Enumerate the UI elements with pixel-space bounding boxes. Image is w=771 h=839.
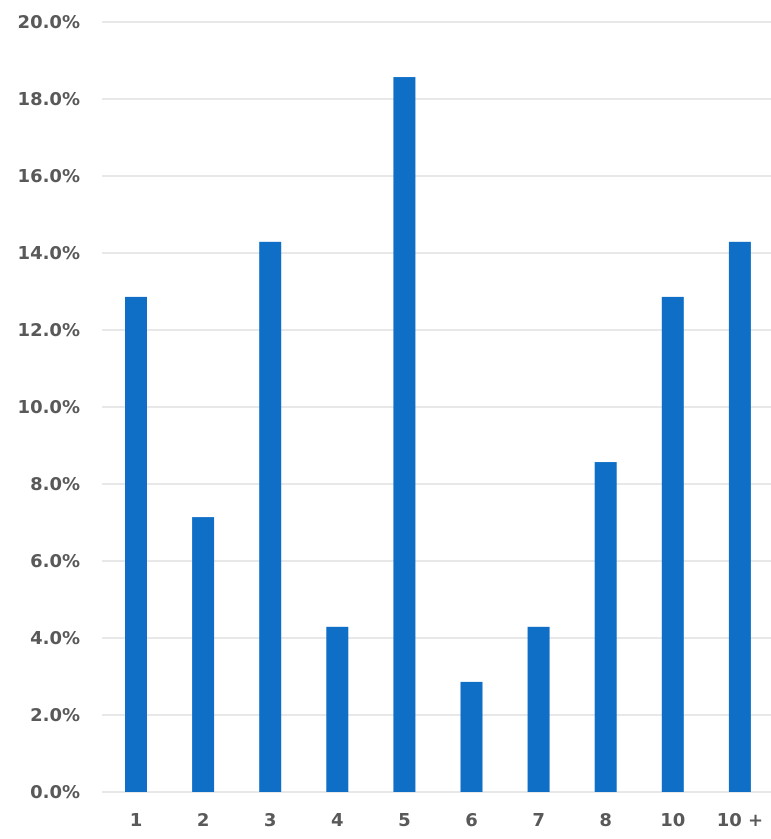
y-tick-label: 16.0% — [18, 166, 80, 187]
y-tick-label: 4.0% — [30, 628, 80, 649]
bar-2 — [192, 517, 215, 792]
x-tick-label: 2 — [197, 810, 210, 831]
bar-10 — [661, 296, 684, 792]
bar-series — [125, 77, 751, 793]
x-tick-label: 3 — [264, 810, 277, 831]
bar-6 — [460, 681, 483, 792]
bar-1 — [125, 296, 147, 792]
y-tick-label: 0.0% — [30, 782, 80, 803]
x-tick-label: 7 — [532, 810, 545, 831]
y-tick-label: 2.0% — [30, 705, 80, 726]
bar-3 — [259, 241, 282, 792]
x-tick-label: 5 — [398, 810, 411, 831]
bar-5 — [393, 77, 416, 793]
x-tick-label: 10 — [660, 810, 685, 831]
y-tick-label: 10.0% — [18, 397, 80, 418]
bar-7 — [527, 626, 550, 792]
x-tick-label: 1 — [130, 810, 143, 831]
bar-8 — [594, 462, 617, 792]
y-tick-label: 8.0% — [30, 474, 80, 495]
y-tick-label: 14.0% — [18, 243, 80, 264]
x-tick-label: 6 — [465, 810, 478, 831]
x-tick-label: 4 — [331, 810, 344, 831]
y-tick-label: 18.0% — [18, 89, 80, 110]
y-tick-label: 20.0% — [18, 12, 80, 33]
x-tick-label: 8 — [599, 810, 612, 831]
x-tick-label: 10 + — [717, 810, 763, 831]
bar-4 — [326, 626, 349, 792]
bar-10plus — [728, 241, 751, 792]
y-tick-label: 6.0% — [30, 551, 80, 572]
x-axis-tick-labels: 1 2 3 4 5 6 7 8 10 10 + — [130, 810, 763, 831]
y-axis-tick-labels: 0.0% 2.0% 4.0% 6.0% 8.0% 10.0% 12.0% 14.0% 16.0%… — [18, 12, 80, 803]
y-tick-label: 12.0% — [18, 320, 80, 341]
